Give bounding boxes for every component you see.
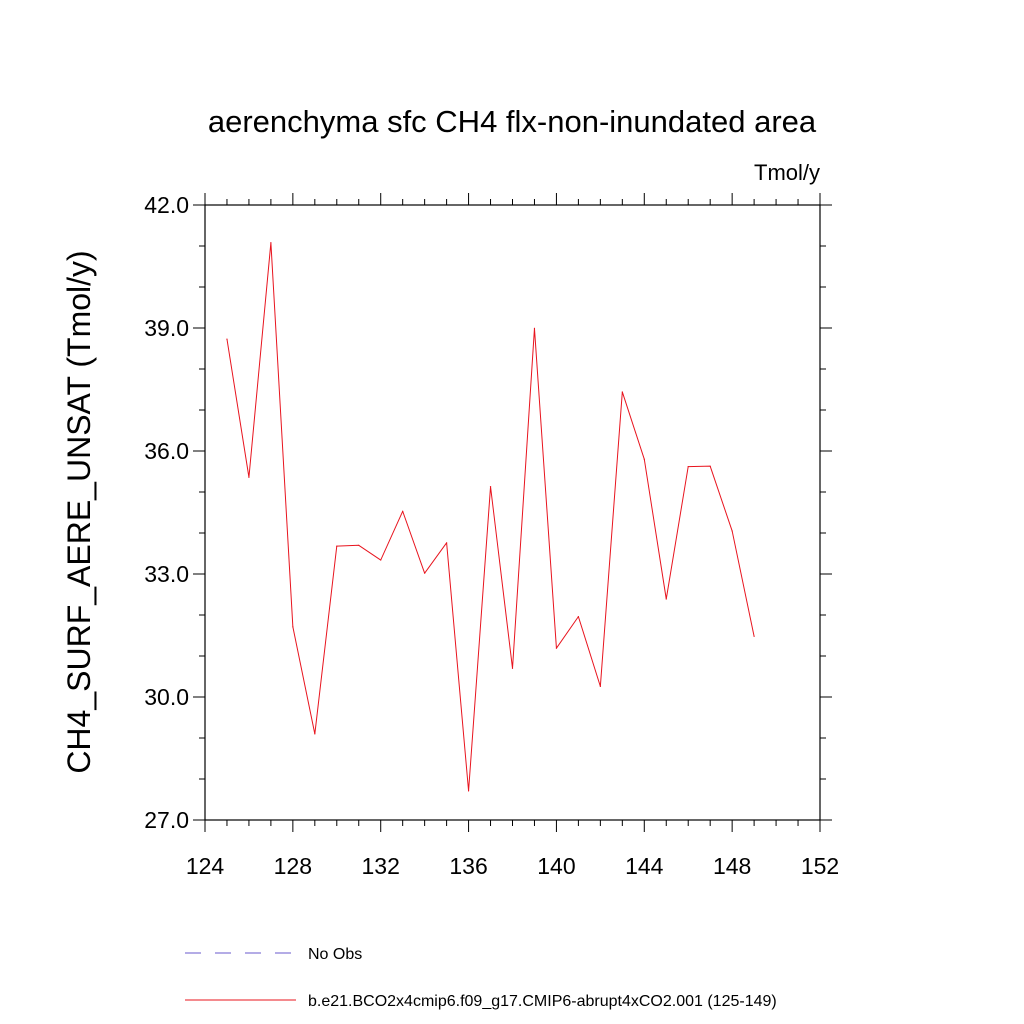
data-point [511,667,514,669]
data-point [424,572,426,574]
x-tick-label: 132 [362,853,400,879]
data-point [248,476,250,478]
data-point [687,465,689,468]
data-point [336,545,338,547]
legend: No Obs b.e21.BCO2x4cmip6.f09_g17.CMIP6-ab… [185,946,777,1010]
ticks-layer [193,193,832,832]
data-point [577,616,579,618]
x-tick-label: 128 [274,853,312,879]
data-point [270,242,272,244]
y-tick-label: 33.0 [144,561,189,587]
legend-label: b.e21.BCO2x4cmip6.f09_g17.CMIP6-abrupt4x… [308,993,777,1010]
y-tick-label: 36.0 [144,438,189,464]
y-tick-labels: 27.0 30.0 33.0 36.0 39.0 42.0 [144,192,189,833]
y-tick-label: 30.0 [144,684,189,710]
x-tick-label: 148 [713,853,751,879]
plot-frame [204,204,821,821]
x-tick-label: 152 [801,853,839,879]
data-point [731,530,733,532]
data-point [380,559,382,561]
legend-label: No Obs [308,946,362,963]
y-tick-label: 42.0 [144,192,189,218]
x-tick-label: 144 [625,853,664,879]
units-label: Tmol/y [754,160,820,185]
data-point [226,338,228,340]
data-point [709,465,711,467]
data-point [643,458,645,460]
x-tick-labels: 124 128 132 136 140 144 148 152 [186,853,839,879]
data-point [621,391,623,393]
y-tick-label: 39.0 [144,315,189,341]
data-point [533,327,536,330]
data-point [292,626,294,628]
data-point [467,790,470,792]
y-axis-label: CH4_SURF_AERE_UNSAT (Tmol/y) [61,250,97,773]
data-point [446,542,448,544]
data-point [599,685,601,687]
data-point [358,544,360,546]
series-line-0 [226,242,755,792]
y-tick-label: 27.0 [144,807,189,833]
x-tick-label: 136 [449,853,487,879]
series-layer [226,242,755,792]
data-point [314,733,316,735]
data-point [489,486,492,488]
data-point [753,635,755,637]
data-point [402,510,404,512]
data-point [555,647,558,649]
x-tick-label: 124 [186,853,225,879]
data-point [665,598,667,600]
chart-title: aerenchyma sfc CH4 flx-non-inundated are… [208,104,817,139]
x-tick-label: 140 [537,853,575,879]
